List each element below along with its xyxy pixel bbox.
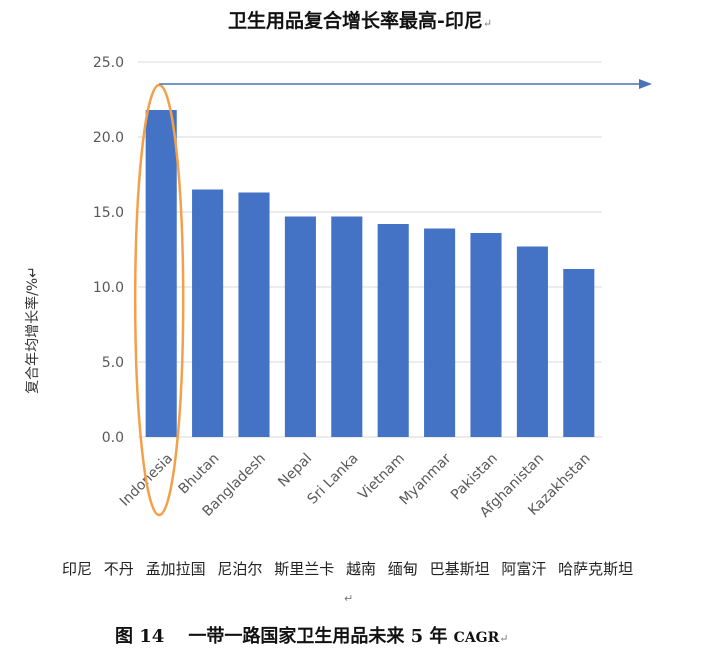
country-names-cn: 印尼 不丹 孟加拉国 尼泊尔 斯里兰卡 越南 缅甸 巴基斯坦 阿富汗 哈萨克斯坦 (62, 558, 720, 579)
y-tick-labels: 0.0 5.0 10.0 15.0 20.0 25.0 (93, 55, 124, 446)
y-tick-label: 25.0 (93, 55, 124, 71)
bar (284, 216, 316, 437)
x-tick-label: Nepal (275, 451, 315, 491)
bar-chart: 0.0 5.0 10.0 15.0 20.0 25.0 Indonesia BhutanBa… (93, 55, 652, 521)
x-tick-label: Bhutan (176, 451, 223, 498)
arrow-head-icon (639, 79, 652, 89)
bar (563, 269, 595, 437)
bar (516, 246, 548, 437)
bar (192, 189, 224, 437)
bar (238, 192, 270, 437)
cn-name: 巴基斯坦 (429, 560, 490, 578)
y-tick-label: 15.0 (93, 205, 124, 221)
y-tick-label: 0.0 (102, 430, 124, 446)
annotations (133, 79, 652, 517)
figure-caption-cagr: CAGR (453, 630, 500, 646)
bar (331, 216, 363, 437)
cn-name: 哈萨克斯坦 (558, 560, 634, 578)
y-tick-label: 20.0 (93, 130, 124, 146)
bar (424, 228, 456, 437)
highlight-ellipse (133, 83, 185, 517)
cn-name: 阿富汗 (501, 560, 547, 578)
bar (145, 110, 177, 437)
cn-name: 缅甸 (387, 560, 418, 578)
chart-title-text: 卫生用品复合增长率最高-印尼 (227, 10, 483, 32)
bars (145, 110, 595, 437)
cn-name: 斯里兰卡 (274, 560, 335, 578)
cn-name: 尼泊尔 (217, 560, 263, 578)
paragraph-mark: ↵ (344, 592, 354, 605)
x-tick-label: Sri Lanka (305, 451, 362, 508)
bar (470, 233, 502, 437)
bar (377, 224, 409, 437)
cn-name: 越南 (345, 560, 376, 578)
chart-title: 卫生用品复合增长率最高-印尼↵ (0, 6, 720, 33)
figure-caption-text: 一带一路国家卫生用品未来 5 年 (188, 626, 448, 647)
y-tick-label: 10.0 (93, 280, 124, 296)
x-tick-label: Myanmar (397, 450, 455, 508)
return-mark: ↵ (482, 17, 493, 30)
figure-caption: 图 14 一带一路国家卫生用品未来 5 年 CAGR↵ (115, 622, 509, 648)
return-mark: ↵ (499, 632, 509, 645)
figure-number: 图 14 (115, 626, 165, 647)
cn-name: 孟加拉国 (145, 560, 206, 578)
cn-name: 不丹 (103, 560, 134, 578)
y-tick-label: 5.0 (102, 355, 124, 371)
cn-name: 印尼 (62, 560, 93, 578)
